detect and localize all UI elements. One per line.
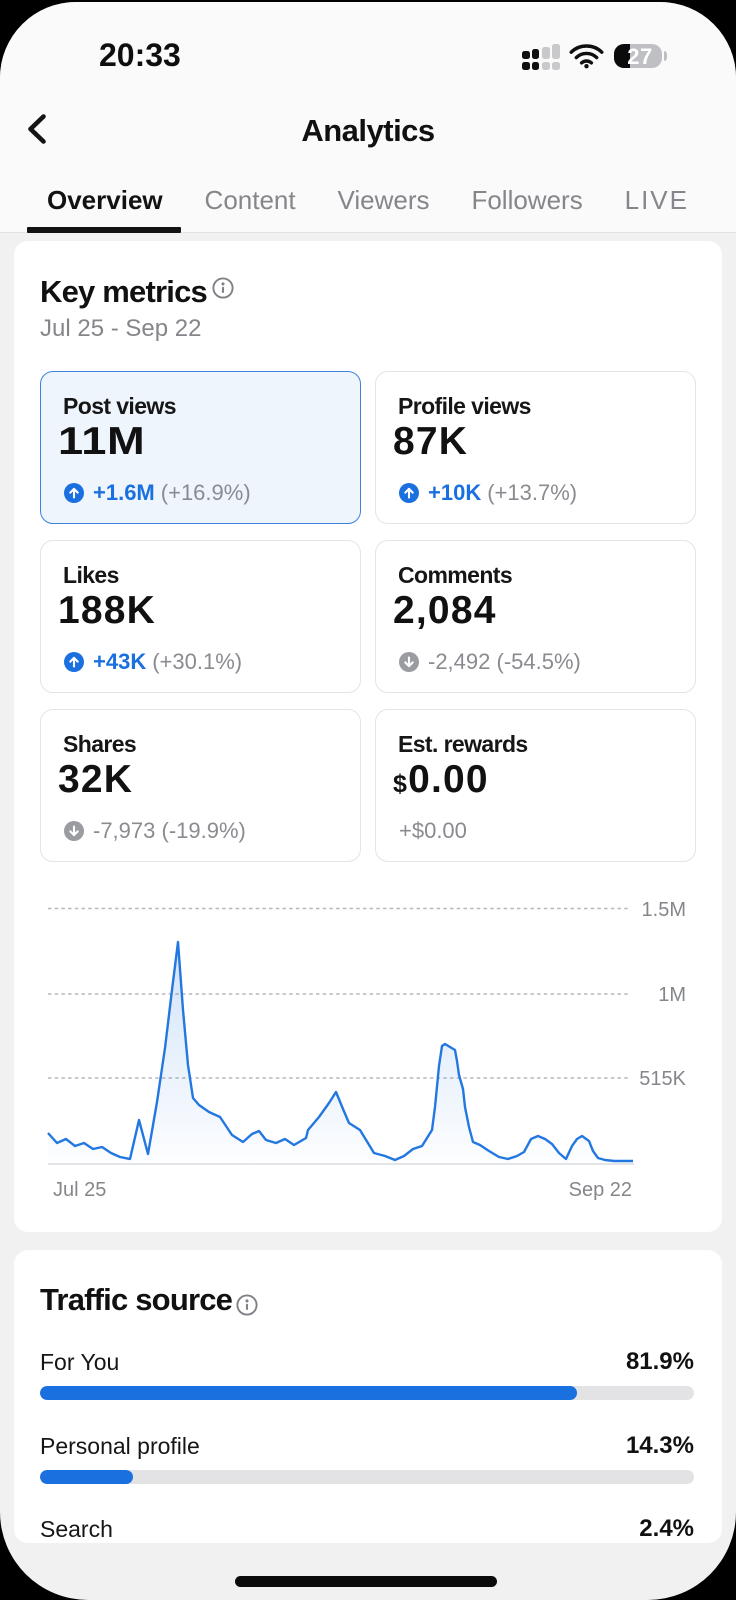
svg-text:1M: 1M <box>658 984 686 1006</box>
svg-text:Jul 25: Jul 25 <box>53 1179 106 1201</box>
svg-text:Sep 22: Sep 22 <box>569 1179 632 1201</box>
svg-text:515K: 515K <box>639 1068 686 1090</box>
svg-text:1.5M: 1.5M <box>642 899 686 921</box>
